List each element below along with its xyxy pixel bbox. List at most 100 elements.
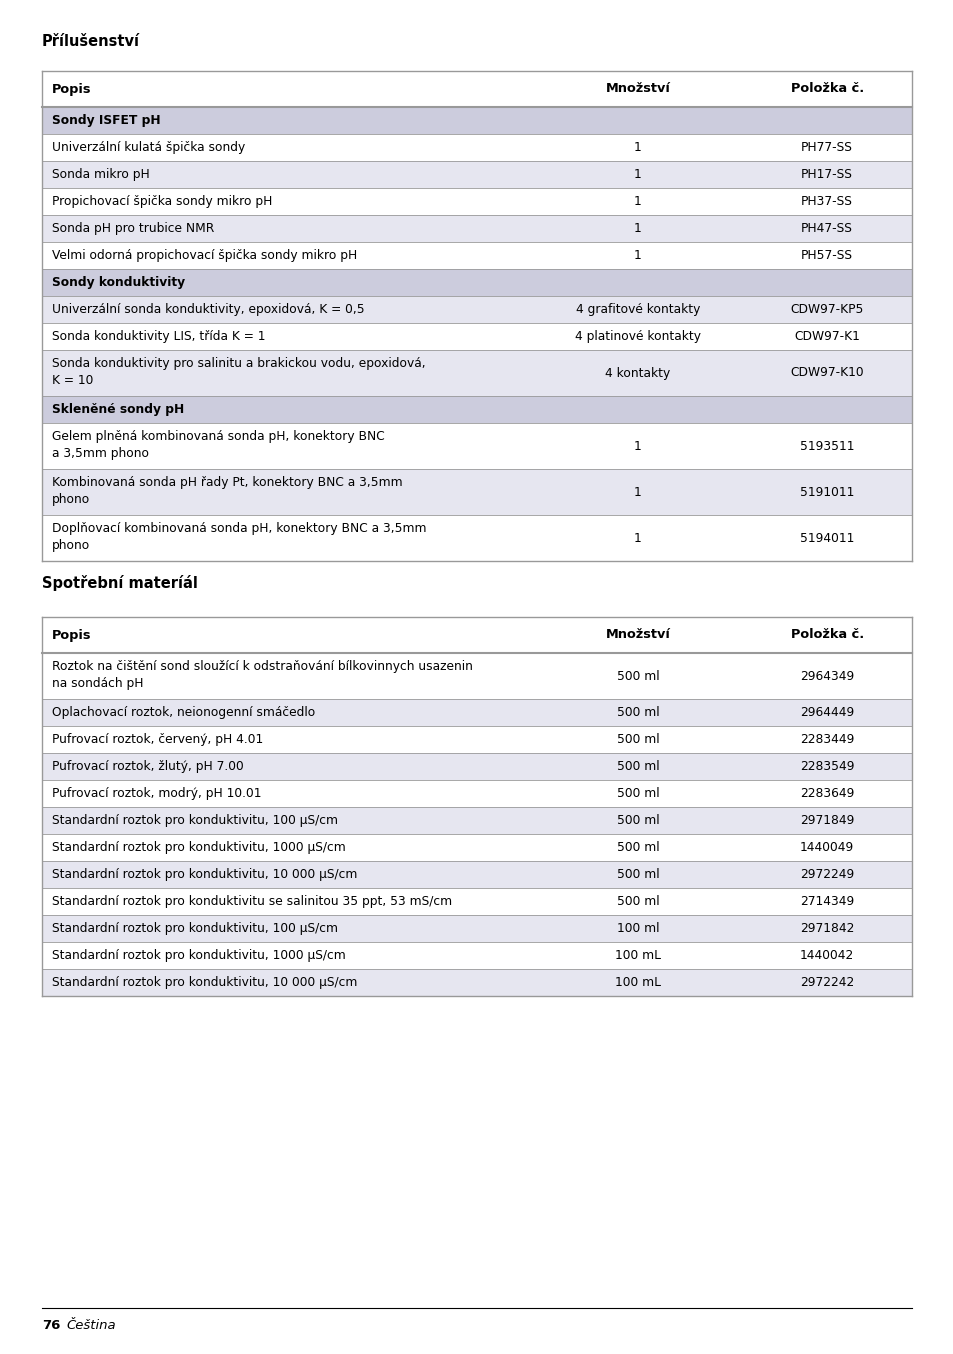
Text: Sonda konduktivity LIS, třída K = 1: Sonda konduktivity LIS, třída K = 1: [52, 330, 265, 343]
Text: 4 grafitové kontakty: 4 grafitové kontakty: [576, 303, 700, 315]
Text: 2972249: 2972249: [800, 868, 853, 881]
Bar: [42, 915, 911, 942]
Text: Položka č.: Položka č.: [790, 83, 862, 96]
Text: Velmi odorná propichovací špička sondy mikro pH: Velmi odorná propichovací špička sondy m…: [52, 249, 356, 263]
Text: PH57-SS: PH57-SS: [801, 249, 852, 263]
Text: Standardní roztok pro konduktivitu, 10 000 μS/cm: Standardní roztok pro konduktivitu, 10 0…: [52, 868, 357, 881]
Text: Spotřební materíál: Spotřební materíál: [42, 575, 197, 590]
Text: PH17-SS: PH17-SS: [801, 168, 852, 181]
Text: Položka č.: Položka č.: [790, 628, 862, 642]
Text: Množství: Množství: [605, 628, 670, 642]
Bar: [42, 726, 911, 753]
Text: CDW97-K10: CDW97-K10: [789, 367, 863, 379]
Text: Sonda pH pro trubice NMR: Sonda pH pro trubice NMR: [52, 222, 214, 236]
Text: Popis: Popis: [52, 83, 91, 96]
Text: 100 ml: 100 ml: [616, 922, 659, 936]
Text: Množství: Množství: [605, 83, 670, 96]
Bar: [42, 969, 911, 997]
Text: 100 mL: 100 mL: [615, 949, 660, 961]
Text: Standardní roztok pro konduktivitu, 1000 μS/cm: Standardní roztok pro konduktivitu, 1000…: [52, 949, 345, 961]
Text: 1440049: 1440049: [800, 841, 853, 854]
Bar: [42, 324, 911, 349]
Text: Pufrovací roztok, žlutý, pH 7.00: Pufrovací roztok, žlutý, pH 7.00: [52, 760, 244, 773]
Text: Doplňovací kombinovaná sonda pH, konektory BNC a 3,5mm
phono: Doplňovací kombinovaná sonda pH, konekto…: [52, 523, 426, 552]
Bar: [42, 699, 911, 726]
Text: Sondy konduktivity: Sondy konduktivity: [52, 276, 185, 288]
Text: Univerzální kulatá špička sondy: Univerzální kulatá špička sondy: [52, 141, 245, 154]
Text: 1: 1: [634, 486, 641, 498]
Bar: [42, 161, 911, 188]
Bar: [42, 942, 911, 969]
Text: 1: 1: [634, 440, 641, 452]
Bar: [42, 834, 911, 861]
Bar: [42, 269, 911, 297]
Text: 2714349: 2714349: [800, 895, 853, 909]
Text: Gelem plněná kombinovaná sonda pH, konektory BNC
a 3,5mm phono: Gelem plněná kombinovaná sonda pH, konek…: [52, 431, 384, 460]
Text: 1: 1: [634, 249, 641, 263]
Text: PH47-SS: PH47-SS: [801, 222, 852, 236]
Bar: [42, 188, 911, 215]
Text: 500 ml: 500 ml: [616, 841, 659, 854]
Bar: [42, 617, 911, 653]
Text: 1: 1: [634, 195, 641, 209]
Bar: [42, 515, 911, 561]
Text: Kombinovaná sonda pH řady Pt, konektory BNC a 3,5mm
phono: Kombinovaná sonda pH řady Pt, konektory …: [52, 477, 402, 506]
Bar: [42, 349, 911, 395]
Text: Standardní roztok pro konduktivitu, 10 000 μS/cm: Standardní roztok pro konduktivitu, 10 0…: [52, 976, 357, 988]
Text: 500 ml: 500 ml: [616, 760, 659, 773]
Text: 500 ml: 500 ml: [616, 705, 659, 719]
Text: 500 ml: 500 ml: [616, 814, 659, 827]
Text: 1: 1: [634, 532, 641, 544]
Text: 500 ml: 500 ml: [616, 895, 659, 909]
Text: 5191011: 5191011: [800, 486, 854, 498]
Text: Pufrovací roztok, modrý, pH 10.01: Pufrovací roztok, modrý, pH 10.01: [52, 787, 261, 800]
Bar: [42, 297, 911, 324]
Text: CDW97-K1: CDW97-K1: [794, 330, 860, 343]
Text: Roztok na čištění sond sloužící k odstraňování bílkovinnych usazenin
na sondách : Roztok na čištění sond sloužící k odstra…: [52, 659, 473, 691]
Text: Čeština: Čeština: [66, 1319, 115, 1332]
Bar: [42, 422, 911, 468]
Bar: [42, 653, 911, 699]
Bar: [42, 242, 911, 269]
Text: Propichovací špička sondy mikro pH: Propichovací špička sondy mikro pH: [52, 195, 273, 209]
Text: Pufrovací roztok, červený, pH 4.01: Pufrovací roztok, červený, pH 4.01: [52, 733, 263, 746]
Text: 1: 1: [634, 141, 641, 154]
Text: Sondy ISFET pH: Sondy ISFET pH: [52, 114, 160, 127]
Text: Sonda konduktivity pro salinitu a brakickou vodu, epoxidová,
K = 10: Sonda konduktivity pro salinitu a brakic…: [52, 357, 425, 387]
Text: Skleněné sondy pH: Skleněné sondy pH: [52, 403, 184, 416]
Text: 2283549: 2283549: [799, 760, 854, 773]
Text: 4 kontakty: 4 kontakty: [605, 367, 670, 379]
Text: Standardní roztok pro konduktivitu, 100 μS/cm: Standardní roztok pro konduktivitu, 100 …: [52, 922, 337, 936]
Text: CDW97-KP5: CDW97-KP5: [790, 303, 863, 315]
Text: 2964349: 2964349: [800, 669, 853, 682]
Text: 5194011: 5194011: [800, 532, 854, 544]
Bar: [42, 215, 911, 242]
Text: Univerzální sonda konduktivity, epoxidová, K = 0,5: Univerzální sonda konduktivity, epoxidov…: [52, 303, 364, 315]
Text: 1440042: 1440042: [800, 949, 853, 961]
Text: Sonda mikro pH: Sonda mikro pH: [52, 168, 150, 181]
Bar: [42, 807, 911, 834]
Text: Oplachovací roztok, neionogenní smáčedlo: Oplachovací roztok, neionogenní smáčedlo: [52, 705, 314, 719]
Bar: [42, 70, 911, 107]
Text: Standardní roztok pro konduktivitu, 1000 μS/cm: Standardní roztok pro konduktivitu, 1000…: [52, 841, 345, 854]
Text: Přílušenství: Přílušenství: [42, 34, 140, 49]
Bar: [42, 861, 911, 888]
Text: 2283449: 2283449: [800, 733, 854, 746]
Text: 1: 1: [634, 168, 641, 181]
Text: 76: 76: [42, 1319, 60, 1332]
Bar: [42, 753, 911, 780]
Text: 500 ml: 500 ml: [616, 669, 659, 682]
Text: Standardní roztok pro konduktivitu, 100 μS/cm: Standardní roztok pro konduktivitu, 100 …: [52, 814, 337, 827]
Text: 2972242: 2972242: [800, 976, 853, 988]
Text: 2964449: 2964449: [800, 705, 853, 719]
Bar: [42, 888, 911, 915]
Text: 5193511: 5193511: [799, 440, 854, 452]
Text: 2971842: 2971842: [800, 922, 854, 936]
Text: 500 ml: 500 ml: [616, 868, 659, 881]
Bar: [42, 395, 911, 422]
Text: 4 platinové kontakty: 4 platinové kontakty: [575, 330, 700, 343]
Text: 1: 1: [634, 222, 641, 236]
Text: 500 ml: 500 ml: [616, 787, 659, 800]
Text: PH77-SS: PH77-SS: [801, 141, 852, 154]
Text: 2971849: 2971849: [800, 814, 854, 827]
